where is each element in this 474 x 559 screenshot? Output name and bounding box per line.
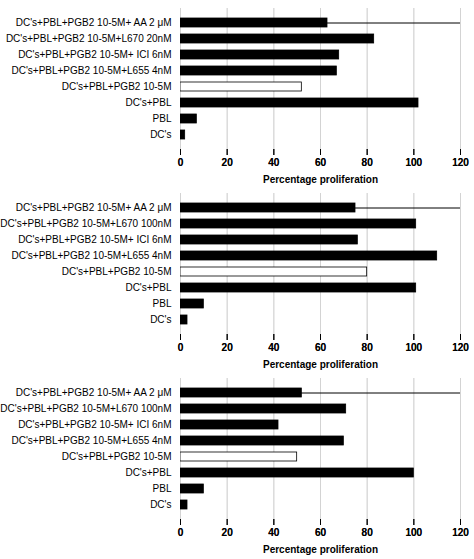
svg-text:100: 100 <box>405 157 422 168</box>
svg-text:120: 120 <box>452 527 469 538</box>
svg-text:120: 120 <box>452 342 469 353</box>
svg-text:DC's+PBL+PGB2 10-5M: DC's+PBL+PGB2 10-5M <box>62 81 172 92</box>
svg-text:0: 0 <box>178 157 184 168</box>
svg-text:60: 60 <box>315 342 327 353</box>
svg-text:80: 80 <box>362 527 374 538</box>
svg-text:80: 80 <box>362 157 374 168</box>
svg-text:0: 0 <box>178 342 184 353</box>
svg-text:0: 0 <box>178 527 184 538</box>
svg-text:80: 80 <box>362 157 374 168</box>
svg-text:40: 40 <box>268 342 280 353</box>
svg-text:DC's+PBL+PGB2 10-5M+ AA 2 μM: DC's+PBL+PGB2 10-5M+ AA 2 μM <box>16 202 172 213</box>
svg-text:Percentage proliferation: Percentage proliferation <box>263 174 378 185</box>
svg-text:60: 60 <box>315 157 327 168</box>
svg-text:0: 0 <box>178 527 184 538</box>
svg-text:60: 60 <box>315 157 327 168</box>
svg-text:DC's+PBL+PGB2 10-5M+L655 4nM: DC's+PBL+PGB2 10-5M+L655 4nM <box>11 250 171 261</box>
svg-text:40: 40 <box>268 342 280 353</box>
svg-text:120: 120 <box>452 157 469 168</box>
svg-text:80: 80 <box>362 342 374 353</box>
svg-text:40: 40 <box>268 157 280 168</box>
svg-text:20: 20 <box>222 342 234 353</box>
svg-text:40: 40 <box>268 527 280 538</box>
svg-text:DC's+PBL+PGB2 10-5M+L655 4nM: DC's+PBL+PGB2 10-5M+L655 4nM <box>11 65 171 76</box>
svg-text:120: 120 <box>452 527 469 538</box>
svg-text:40: 40 <box>268 157 280 168</box>
svg-text:60: 60 <box>315 527 327 538</box>
svg-text:100: 100 <box>405 342 422 353</box>
svg-text:Percentage proliferation: Percentage proliferation <box>263 544 378 555</box>
svg-text:120: 120 <box>452 157 469 168</box>
svg-text:PBL: PBL <box>153 483 172 494</box>
svg-text:DC's+PBL+PGB2 10-5M+L670 100nM: DC's+PBL+PGB2 10-5M+L670 100nM <box>0 403 171 414</box>
svg-text:DC's+PBL: DC's+PBL <box>125 282 172 293</box>
svg-text:20: 20 <box>222 157 234 168</box>
svg-text:40: 40 <box>268 527 280 538</box>
svg-text:DC's+PBL+PGB2 10-5M+ AA 2 μM: DC's+PBL+PGB2 10-5M+ AA 2 μM <box>16 387 172 398</box>
svg-text:DC's: DC's <box>150 314 171 325</box>
svg-text:120: 120 <box>452 342 469 353</box>
svg-text:80: 80 <box>362 342 374 353</box>
svg-text:DC's+PBL+PGB2 10-5M+L670 20nM: DC's+PBL+PGB2 10-5M+L670 20nM <box>6 33 172 44</box>
svg-text:100: 100 <box>405 342 422 353</box>
svg-text:DC's+PBL+PGB2 10-5M+L670 100nM: DC's+PBL+PGB2 10-5M+L670 100nM <box>0 218 171 229</box>
svg-text:60: 60 <box>315 342 327 353</box>
svg-text:Percentage proliferation: Percentage proliferation <box>263 359 378 370</box>
svg-text:0: 0 <box>178 342 184 353</box>
svg-text:PBL: PBL <box>153 298 172 309</box>
svg-text:DC's+PBL+PGB2 10-5M+ ICI 6nM: DC's+PBL+PGB2 10-5M+ ICI 6nM <box>18 234 171 245</box>
svg-text:20: 20 <box>222 342 234 353</box>
svg-text:60: 60 <box>315 527 327 538</box>
svg-text:DC's+PBL: DC's+PBL <box>125 97 172 108</box>
svg-text:DC's+PBL+PGB2 10-5M+ ICI 6nM: DC's+PBL+PGB2 10-5M+ ICI 6nM <box>18 49 171 60</box>
svg-text:20: 20 <box>222 527 234 538</box>
svg-text:DC's+PBL+PGB2 10-5M: DC's+PBL+PGB2 10-5M <box>62 451 172 462</box>
svg-text:DC's+PBL+PGB2 10-5M: DC's+PBL+PGB2 10-5M <box>62 266 172 277</box>
svg-text:20: 20 <box>222 157 234 168</box>
svg-text:DC's+PBL+PGB2 10-5M+ ICI 6nM: DC's+PBL+PGB2 10-5M+ ICI 6nM <box>18 419 171 430</box>
svg-text:DC's: DC's <box>150 129 171 140</box>
svg-text:PBL: PBL <box>153 113 172 124</box>
svg-text:DC's+PBL: DC's+PBL <box>125 467 172 478</box>
svg-text:100: 100 <box>405 527 422 538</box>
svg-text:20: 20 <box>222 527 234 538</box>
svg-text:80: 80 <box>362 527 374 538</box>
svg-text:100: 100 <box>405 527 422 538</box>
svg-text:DC's: DC's <box>150 499 171 510</box>
svg-text:DC's+PBL+PGB2 10-5M+L655 4nM: DC's+PBL+PGB2 10-5M+L655 4nM <box>11 435 171 446</box>
svg-text:DC's+PBL+PGB2 10-5M+ AA 2 μM: DC's+PBL+PGB2 10-5M+ AA 2 μM <box>16 17 172 28</box>
svg-text:100: 100 <box>405 157 422 168</box>
svg-text:0: 0 <box>178 157 184 168</box>
